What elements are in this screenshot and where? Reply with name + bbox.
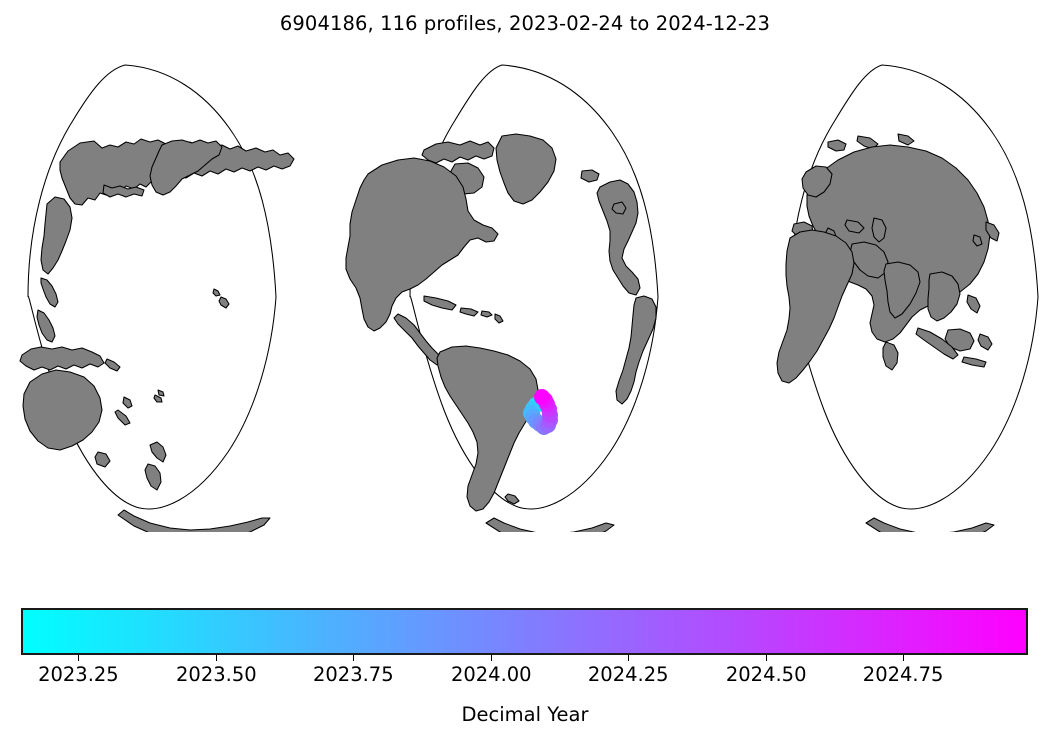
land-britain-ireland (611, 201, 627, 215)
land-falkland-islands (504, 493, 520, 505)
land-north-america (345, 157, 499, 332)
colorbar-tick-label: 2024.25 (587, 663, 669, 686)
colorbar[interactable] (21, 608, 1028, 655)
land-hawaii-big-island (218, 296, 230, 309)
colorbar-tick-label: 2024.75 (862, 663, 944, 686)
land-sumatra-java (915, 327, 959, 360)
land-africa (776, 229, 855, 384)
land-kuril-islands (40, 277, 59, 308)
land-svalbard (827, 139, 847, 152)
land-lesser-antilles (494, 313, 504, 324)
colorbar-tick-mark (353, 655, 355, 661)
land-aleutian-islands (102, 184, 145, 198)
land-caribbean-puerto-rico (480, 310, 493, 318)
map-lobe-left (19, 64, 295, 532)
land-philippines (966, 294, 981, 314)
land-africa-west-edge (615, 295, 657, 405)
land-tasmania (94, 451, 111, 468)
land-sulawesi (977, 333, 993, 351)
profile-point (534, 389, 550, 405)
land-central-america (393, 313, 443, 366)
land-alaska (149, 139, 223, 196)
land-black-sea-region (844, 219, 865, 234)
land-australia (22, 369, 103, 451)
land-new-zealand-north (149, 441, 167, 463)
land-europe-west-edge (596, 179, 641, 296)
land-kamchatka-peninsula (40, 196, 73, 275)
map-lobe-right (776, 64, 1039, 532)
land-madagascar (882, 341, 899, 371)
colorbar-gradient (23, 610, 1026, 653)
land-new-guinea (19, 346, 105, 371)
page-title: 6904186, 116 profiles, 2023-02-24 to 202… (279, 12, 771, 35)
world-map (19, 64, 1039, 532)
colorbar-tick-label: 2023.50 (176, 663, 257, 686)
land-new-zealand-south (144, 463, 162, 491)
land-hawaii (212, 288, 221, 297)
land-antarctica-right (865, 517, 995, 532)
land-pacific-islets-b (157, 389, 165, 397)
land-antarctica-center (485, 517, 615, 532)
colorbar-tick-mark (628, 655, 630, 661)
colorbar-tick-label: 2024.50 (725, 663, 807, 686)
land-south-america (436, 345, 539, 512)
land-caribbean-hispaniola (459, 307, 479, 317)
lobe-outline-center (409, 64, 659, 510)
land-borneo (944, 328, 975, 352)
land-canadian-arctic (421, 140, 495, 164)
land-india (883, 261, 921, 319)
colorbar-tick-mark (216, 655, 218, 661)
colorbar-tick-label: 2023.75 (312, 663, 394, 686)
colorbar-tick-mark (903, 655, 905, 661)
colorbar-tick-mark (766, 655, 768, 661)
land-japan-north (36, 309, 56, 343)
land-indonesia-islets (961, 356, 987, 368)
land-severnaya-zemlya (897, 133, 915, 146)
colorbar-axis-label: Decimal Year (461, 703, 589, 726)
colorbar-tick-label: 2023.25 (38, 663, 119, 686)
land-greenland (495, 133, 557, 205)
land-scandinavia (801, 165, 833, 198)
lobe-outline-right (789, 64, 1039, 510)
land-new-caledonia (114, 409, 131, 426)
colorbar-tick-label: 2024.00 (450, 663, 532, 686)
profile-scatter-layer (523, 389, 558, 435)
land-iceland (580, 169, 600, 183)
colorbar-tick-mark (78, 655, 80, 661)
land-antarctica-left (117, 509, 271, 532)
land-pacific-islets-a (153, 394, 163, 403)
land-korea (972, 234, 983, 247)
land-caspian-region (871, 217, 887, 243)
map-lobe-center (345, 64, 659, 532)
colorbar-tick-mark (491, 655, 493, 661)
map-axes (0, 52, 1050, 532)
land-japan (985, 221, 1000, 242)
land-caribbean-cuba (423, 295, 457, 311)
land-fiji-vanuatu (122, 396, 133, 409)
land-southeast-asia (927, 271, 961, 322)
land-solomon-islands (104, 358, 121, 372)
